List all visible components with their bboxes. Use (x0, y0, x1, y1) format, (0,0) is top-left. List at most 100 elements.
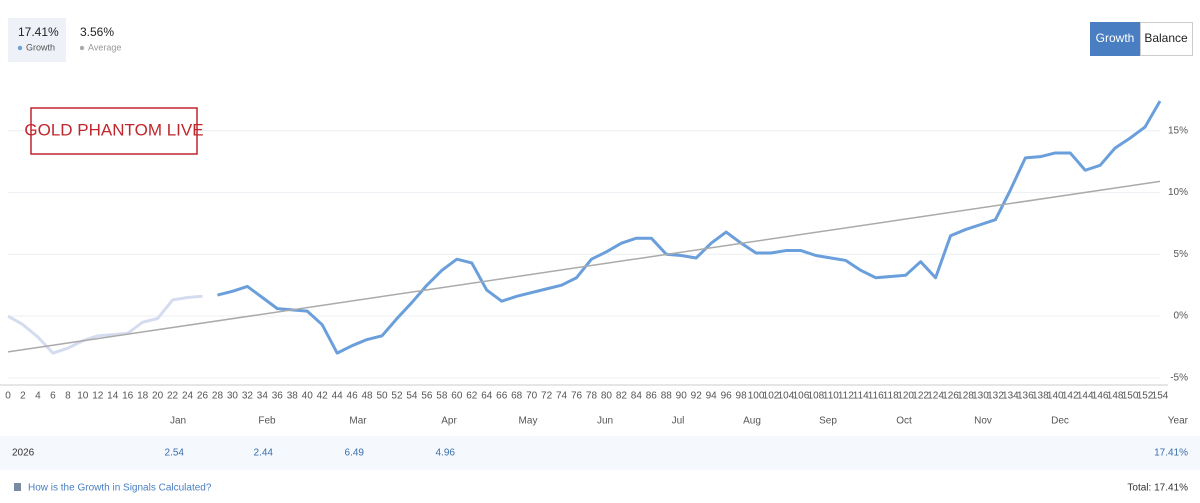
x-tick-label: 38 (287, 391, 299, 402)
x-tick-label: 26 (197, 391, 209, 402)
x-tick-label: 122 (912, 391, 929, 402)
x-tick-label: 118 (883, 391, 899, 402)
x-tick-label: 126 (942, 391, 959, 402)
value-cell: 2.44 (254, 448, 274, 459)
y-tick-label: 5% (1174, 249, 1189, 260)
y-tick-label: 0% (1174, 311, 1189, 322)
x-tick-label: 92 (691, 391, 703, 402)
line (217, 100, 1162, 355)
button-growth[interactable] (1090, 22, 1140, 56)
x-tick-label: 130 (972, 391, 989, 402)
x-tick-label: 84 (631, 391, 643, 402)
x-tick-label: 90 (676, 391, 688, 402)
x-tick-label: 146 (1092, 391, 1109, 402)
x-tick-label: 114 (853, 391, 869, 402)
x-tick-label: 86 (646, 391, 658, 402)
stat-dot (17, 45, 23, 51)
x-tick-label: 94 (706, 391, 718, 402)
x-tick-label: 58 (436, 391, 448, 402)
x-tick-label: 142 (1062, 391, 1079, 402)
x-tick-label: 112 (838, 391, 854, 402)
value-cell: 4.96 (436, 448, 456, 459)
x-tick-label: 128 (957, 391, 974, 402)
x-tick-label: 46 (347, 391, 359, 402)
x-tick-label: 60 (451, 391, 463, 402)
stat-label: Growth (26, 42, 55, 52)
y-tick-label: 15% (1168, 125, 1188, 136)
x-tick-label: 72 (541, 391, 553, 402)
button-label[interactable]: Growth (1096, 31, 1135, 45)
x-tick-label: 42 (317, 391, 329, 402)
x-tick-label: 28 (212, 391, 224, 402)
x-tick-label: 6 (50, 391, 56, 402)
x-tick-label: 54 (406, 391, 418, 402)
x-tick-label: 24 (182, 391, 194, 402)
x-tick-label: 104 (778, 391, 795, 402)
button-label[interactable]: Balance (1144, 31, 1188, 45)
x-tick-label: 56 (421, 391, 433, 402)
month-header: Aug (743, 416, 761, 427)
x-tick-label: 20 (152, 391, 164, 402)
x-tick-label: 100 (748, 391, 765, 402)
y-tick-label: -5% (1170, 372, 1188, 383)
month-header: Dec (1051, 416, 1069, 427)
stat-value: 3.56% (80, 25, 114, 39)
value-cell: 2.54 (165, 448, 185, 459)
x-tick-label: 138 (1032, 391, 1049, 402)
x-tick-label: 152 (1137, 391, 1154, 402)
x-tick-label: 82 (616, 391, 628, 402)
help-link[interactable]: How is the Growth in Signals Calculated? (28, 483, 212, 494)
x-tick-label: 148 (1107, 391, 1124, 402)
x-tick-label: 70 (526, 391, 538, 402)
x-tick-label: 8 (65, 391, 71, 402)
x-tick-label: 132 (987, 391, 1004, 402)
x-tick-label: 52 (391, 391, 403, 402)
x-tick-label: 106 (793, 391, 810, 402)
month-header: Year (1168, 416, 1189, 427)
line (7, 180, 1161, 353)
value-cell: 6.49 (345, 448, 365, 459)
table-row-bg (0, 436, 1200, 470)
line (7, 294, 203, 355)
x-tick-label: 144 (1077, 391, 1094, 402)
x-tick-label: 74 (556, 391, 568, 402)
x-tick-label: 116 (868, 391, 884, 402)
help-icon (14, 483, 21, 491)
x-tick-label: 50 (376, 391, 388, 402)
x-tick-label: 134 (1002, 391, 1019, 402)
month-header: Jul (672, 416, 685, 427)
x-tick-label: 62 (466, 391, 478, 402)
x-tick-label: 136 (1017, 391, 1034, 402)
x-tick-label: 150 (1122, 391, 1139, 402)
month-header: Feb (258, 416, 276, 427)
x-tick-label: 76 (571, 391, 583, 402)
x-tick-label: 98 (736, 391, 748, 402)
button-balance[interactable] (1140, 22, 1193, 56)
y-tick-label: 10% (1168, 187, 1188, 198)
x-tick-label: 108 (808, 391, 825, 402)
x-tick-label: 18 (137, 391, 149, 402)
x-tick-label: 12 (92, 391, 104, 402)
x-tick-label: 140 (1047, 391, 1064, 402)
month-header: Oct (896, 416, 912, 427)
total: Total: 17.41% (1127, 483, 1188, 494)
annotation-box (30, 107, 198, 155)
month-header: Sep (819, 416, 837, 427)
x-tick-label: 88 (661, 391, 673, 402)
x-tick-label: 120 (897, 391, 914, 402)
annotation: GOLD PHANTOM LIVE (24, 120, 203, 139)
x-tick-label: 64 (481, 391, 493, 402)
month-header: Nov (974, 416, 992, 427)
x-tick-label: 102 (763, 391, 780, 402)
month-header: Mar (349, 416, 367, 427)
x-tick-label: 4 (35, 391, 41, 402)
year-cell: 2026 (12, 448, 35, 459)
month-header: Jun (597, 416, 613, 427)
month-header: Jan (170, 416, 186, 427)
stat-dot (79, 45, 85, 51)
x-tick-label: 34 (257, 391, 269, 402)
x-tick-label: 48 (362, 391, 374, 402)
x-tick-label: 44 (332, 391, 344, 402)
x-tick-label: 80 (601, 391, 613, 402)
